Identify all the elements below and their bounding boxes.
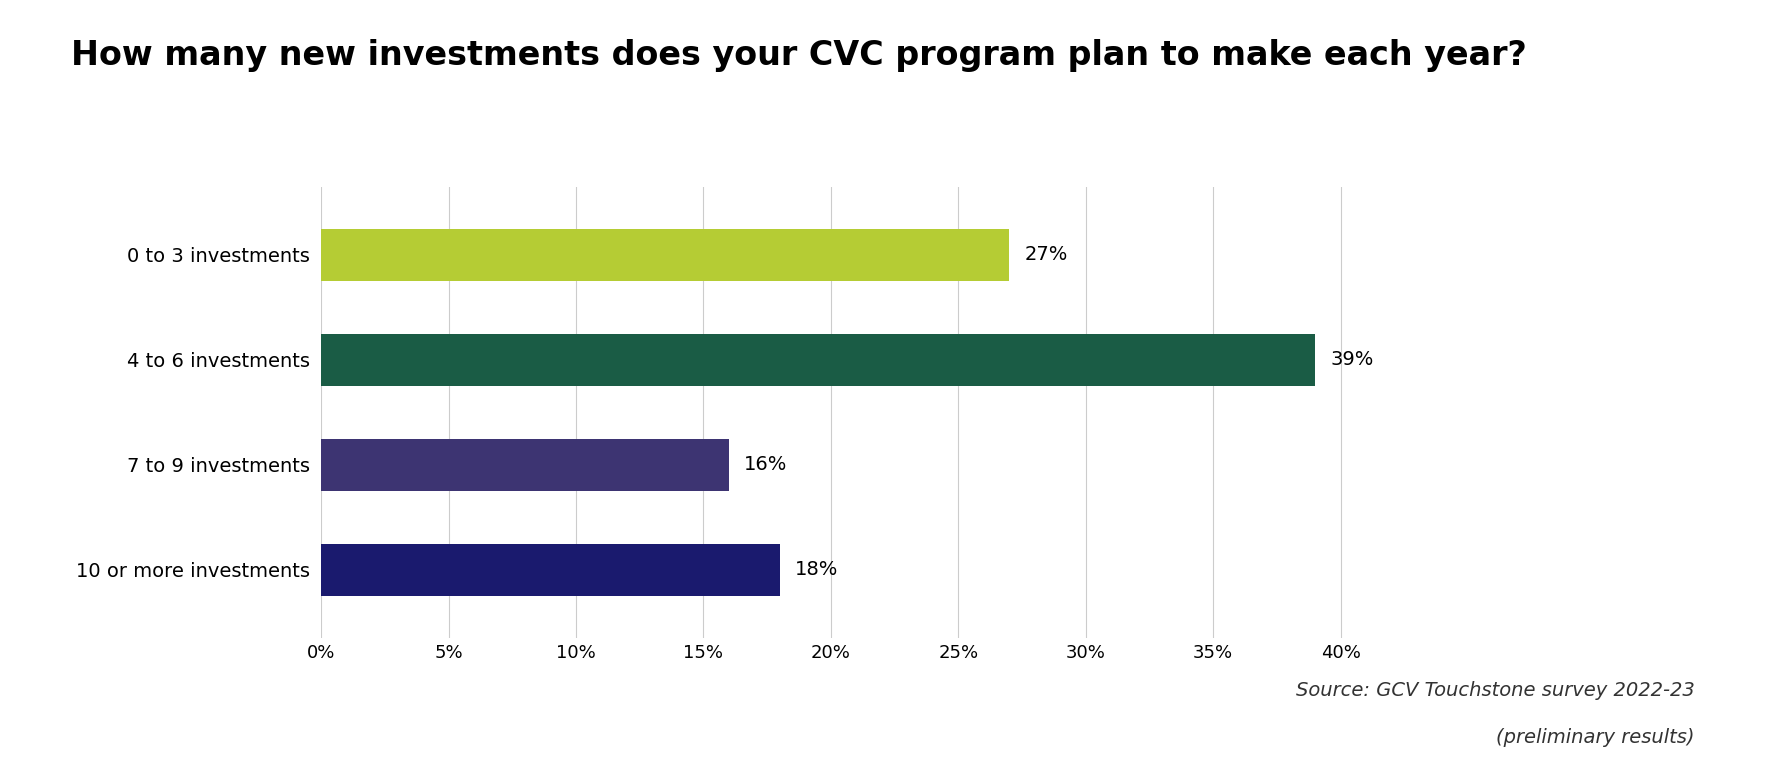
Bar [321, 544, 780, 596]
Bar [321, 334, 1315, 386]
Text: Source: GCV Touchstone survey 2022-23: Source: GCV Touchstone survey 2022-23 [1295, 682, 1695, 700]
Text: How many new investments does your CVC program plan to make each year?: How many new investments does your CVC p… [71, 39, 1527, 72]
Text: 27%: 27% [1024, 245, 1069, 265]
Bar [321, 439, 730, 491]
Bar [321, 229, 1010, 281]
Text: 39%: 39% [1331, 350, 1374, 370]
Text: 18%: 18% [796, 560, 838, 580]
Text: 16%: 16% [744, 455, 787, 475]
Text: (preliminary results): (preliminary results) [1497, 728, 1695, 747]
